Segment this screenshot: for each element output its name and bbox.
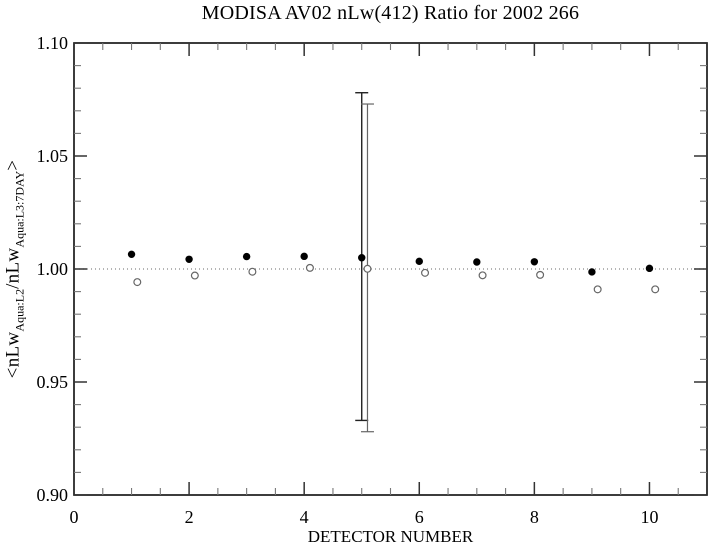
data-point-filled [300,252,308,261]
x-tick-label: 8 [530,507,539,527]
x-tick-label: 10 [640,507,658,527]
y-tick-label: 1.05 [37,146,69,166]
data-point-filled [185,255,193,263]
x-tick-label: 6 [415,507,424,527]
data-point-filled [473,258,481,266]
data-point-open [133,278,142,287]
data-point-filled [358,254,366,262]
data-point-open [593,285,602,294]
data-point-filled [127,250,136,259]
data-point-open [536,270,545,279]
x-tick-label: 0 [70,507,79,527]
data-point-open [421,268,430,277]
data-point-open [651,285,660,294]
y-tick-label: 1.10 [37,33,69,53]
data-point-filled [530,258,539,266]
plot-frame [73,42,708,496]
y-tick-label: 0.95 [37,372,69,392]
data-point-filled [415,257,423,266]
chart-title: MODISA AV02 nLw(412) Ratio for 2002 266 [201,2,580,24]
data-point-open [363,264,372,273]
x-tick-label: 4 [300,507,309,527]
y-tick-label: 1.00 [37,259,69,279]
data-point-filled [645,264,654,273]
data-point-open [190,271,199,280]
y-tick-label: 0.90 [37,485,69,505]
data-point-open [248,267,257,276]
data-point-filled [242,252,251,261]
data-point-filled [588,268,596,276]
x-axis-label: DETECTOR NUMBER [307,527,474,546]
data-point-open [478,271,487,280]
data-point-open [305,263,314,272]
x-tick-label: 2 [185,507,194,527]
